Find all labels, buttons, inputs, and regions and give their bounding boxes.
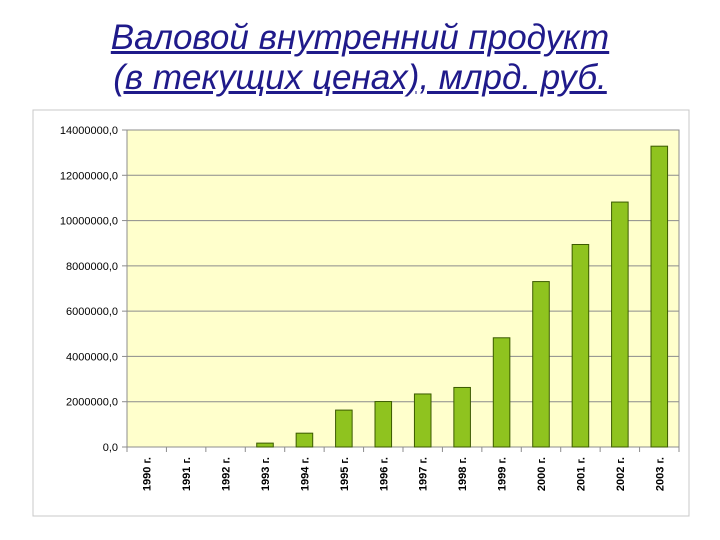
bars: [256, 145, 669, 448]
y-tick-label: 4000000,0: [66, 351, 118, 363]
x-tick-label: 1993 г.: [260, 457, 272, 491]
x-tick-label: 2001 г.: [575, 457, 587, 491]
x-tick-labels: 1990 г. 1991 г. 1992 г. 1993 г. 1994 г. 1995 …: [142, 457, 667, 491]
bar-2001: [571, 243, 590, 448]
x-tick-label: 2002 г.: [615, 457, 627, 491]
x-tick-label: 1994 г.: [299, 457, 311, 491]
bar-1997: [413, 393, 432, 448]
y-tick-label: 6000000,0: [66, 306, 118, 318]
chart-title-line-1: Валовой внутренний продукт: [110, 18, 610, 57]
bar-1998: [453, 386, 471, 448]
x-tick-label: 2000 г.: [536, 457, 548, 491]
y-tick-label: 0,0: [103, 442, 118, 454]
bar-2000: [532, 281, 550, 448]
bar-1994: [295, 432, 314, 448]
x-tick-label: 1998 г.: [457, 457, 469, 491]
bar-2003: [650, 145, 669, 448]
x-tick-label: 2003 г.: [654, 457, 666, 491]
chart-title-line-2: (в текущих ценах), млрд. руб.: [113, 58, 607, 97]
x-tick-label: 1996 г.: [378, 457, 390, 491]
y-tick-label: 14000000,0: [60, 125, 118, 137]
bar-2002: [611, 201, 629, 448]
plot-area: [126, 129, 680, 448]
y-tick-label: 12000000,0: [60, 170, 118, 182]
x-tick-label: 1991 г.: [181, 457, 193, 491]
x-tick-label: 1995 г.: [339, 457, 351, 491]
x-tick-label: 1997 г.: [418, 457, 430, 491]
y-tick-labels: 0,0 2000000,0 4000000,0 6000000,0 8000000,0 1…: [60, 125, 118, 454]
bar-1999: [492, 337, 511, 448]
y-tick-label: 8000000,0: [66, 261, 118, 273]
bar-1993: [256, 442, 274, 448]
x-tick-label: 1990 г.: [142, 457, 154, 491]
bar-1996: [374, 401, 393, 448]
y-tick-label: 10000000,0: [60, 216, 118, 228]
bar-1995: [335, 409, 353, 448]
y-tick-label: 2000000,0: [66, 397, 118, 409]
x-tick-label: 1992 г.: [221, 457, 233, 491]
x-tick-label: 1999 г.: [497, 457, 509, 491]
